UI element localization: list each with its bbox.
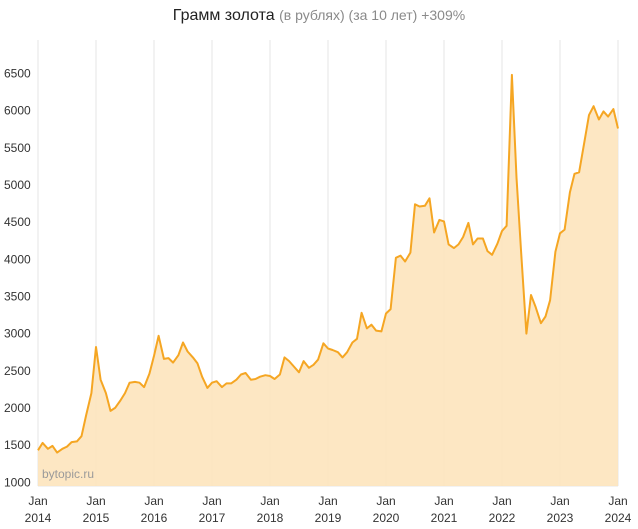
x-tick-label-month: Jan bbox=[492, 494, 511, 508]
x-tick-label-month: Jan bbox=[260, 494, 279, 508]
x-tick-label-year: 2017 bbox=[199, 511, 226, 525]
y-tick-label: 2500 bbox=[4, 364, 31, 378]
x-tick-label-year: 2023 bbox=[547, 511, 574, 525]
x-tick-label-month: Jan bbox=[202, 494, 221, 508]
x-tick-label-year: 2015 bbox=[83, 511, 110, 525]
x-tick-label-year: 2018 bbox=[257, 511, 284, 525]
x-tick-label-month: Jan bbox=[144, 494, 163, 508]
x-tick-label-month: Jan bbox=[376, 494, 395, 508]
x-tick-label-year: 2020 bbox=[373, 511, 400, 525]
y-axis-ticks: 1000 1500 2000 2500 3000 3500 4000 4500 5000 5500… bbox=[4, 66, 31, 489]
x-tick-label-month: Jan bbox=[550, 494, 569, 508]
x-tick-label-month: Jan bbox=[434, 494, 453, 508]
series-line bbox=[37, 73, 619, 454]
y-tick-label: 3000 bbox=[4, 327, 31, 341]
chart-title-main: Грамм золота bbox=[172, 7, 275, 24]
y-tick-label: 4000 bbox=[4, 252, 31, 266]
y-tick-label: 6000 bbox=[4, 104, 31, 118]
x-tick-label-month: Jan bbox=[318, 494, 337, 508]
x-tick-label-year: 2024 bbox=[605, 511, 632, 525]
x-axis-ticks: Jan 2014 Jan 2015 Jan 2016 Jan 2017 Jan 2018 Jan 20… bbox=[25, 494, 632, 525]
x-tick-label-year: 2016 bbox=[141, 511, 168, 525]
x-tick-label-year: 2022 bbox=[489, 511, 516, 525]
chart-title: Грамм золота (в рублях) (за 10 лет) +309… bbox=[0, 7, 638, 25]
y-tick-label: 2000 bbox=[4, 401, 31, 415]
x-tick-label-year: 2021 bbox=[431, 511, 458, 525]
y-tick-label: 4500 bbox=[4, 215, 31, 229]
x-tick-label-month: Jan bbox=[608, 494, 627, 508]
x-tick-label-month: Jan bbox=[86, 494, 105, 508]
y-tick-label: 3500 bbox=[4, 289, 31, 303]
chart-subtitle: (в рублях) (за 10 лет) +309% bbox=[279, 7, 466, 23]
y-tick-label: 5000 bbox=[4, 178, 31, 192]
watermark-text: bytopic.ru bbox=[42, 467, 94, 481]
series-area bbox=[38, 74, 618, 487]
y-tick-label: 1000 bbox=[4, 475, 31, 489]
x-tick-label-year: 2014 bbox=[25, 511, 52, 525]
y-tick-label: 5500 bbox=[4, 141, 31, 155]
x-tick-label-month: Jan bbox=[28, 494, 47, 508]
y-tick-label: 1500 bbox=[4, 438, 31, 452]
x-tick-label-year: 2019 bbox=[315, 511, 342, 525]
y-tick-label: 6500 bbox=[4, 66, 31, 80]
